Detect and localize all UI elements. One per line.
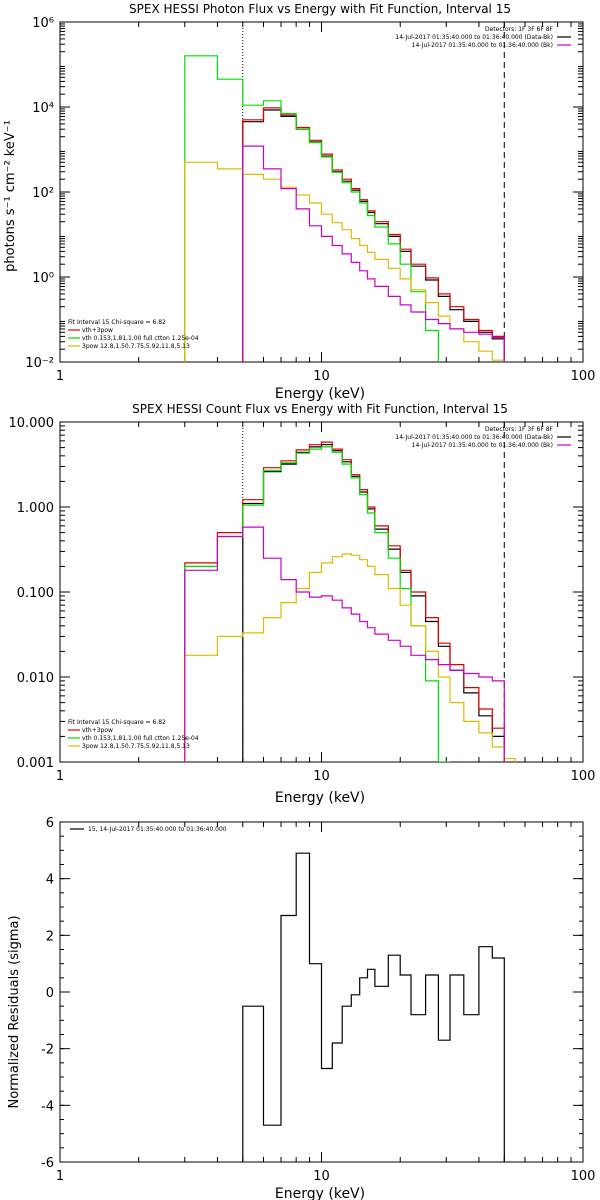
- photon-flux-legend-bottom-label: Fit Interval 15 Chi-square = 6.82: [68, 319, 166, 326]
- count-flux-legend-bottom-label: Fit Interval 15 Chi-square = 6.82: [68, 719, 166, 726]
- photon-flux-y-axis: 10⁻² 10⁰ 10² 10⁴ 10⁶: [25, 16, 583, 371]
- count-flux-x-tick-label: 10: [313, 769, 330, 784]
- count-flux-series-3-line: [184, 553, 516, 762]
- photon-flux-legend-bottom-label: 3pow 12.8,1.50,7.75,5.92,11.8,5.13: [82, 343, 190, 350]
- count-flux-y-tick-label: 1.000: [17, 501, 54, 516]
- photon-flux-title: SPEX HESSI Photon Flux vs Energy with Fi…: [129, 2, 511, 16]
- photon-flux-panel: SPEX HESSI Photon Flux vs Energy with Fi…: [3, 2, 595, 402]
- count-flux-series-1-line: [184, 441, 505, 762]
- photon-flux-legend-top-label: Detectors: 1F 3F 6F 8F: [485, 26, 554, 33]
- count-flux-legend-top-label: 14-Jul-2017 01:35:40.000 to 01:36:40.000…: [412, 442, 553, 449]
- count-flux-legend-bottom-label: vth+3pow: [82, 727, 113, 734]
- photon-flux-series-4-line: [242, 145, 505, 362]
- residuals-y-tick-label: -2: [41, 1043, 54, 1058]
- count-flux-legend-bottom-label: 3pow 12.8,1.50,7.75,5.92,11.8,5.13: [82, 743, 190, 750]
- photon-flux-series-0-line: [242, 109, 505, 362]
- residuals-series-group: [242, 852, 505, 1162]
- photon-flux-x-axis: 1 10 100: [56, 22, 596, 384]
- count-flux-xlabel: Energy (keV): [275, 790, 365, 806]
- count-flux-panel: SPEX HESSI Count Flux vs Energy with Fit…: [9, 402, 596, 806]
- residuals-y-tick-label: -6: [41, 1156, 54, 1171]
- photon-flux-series-group: [184, 55, 505, 362]
- residuals-y-tick-label: 4: [46, 873, 54, 888]
- photon-flux-legend-bottom-label: vth+3pow: [82, 327, 113, 334]
- photon-flux-y-tick-label: 10⁻²: [25, 356, 54, 371]
- residuals-y-axis: -6 -4 -2 0 2 4 6: [41, 816, 583, 1171]
- photon-flux-y-tick-label: 10⁶: [32, 16, 54, 31]
- photon-flux-legend-bottom: Fit Interval 15 Chi-square = 6.82vth+3po…: [68, 319, 199, 350]
- count-flux-y-axis: 0.001 0.010 0.100 1.000 10.000: [9, 416, 583, 771]
- residuals-xlabel: Energy (keV): [275, 1186, 365, 1200]
- photon-flux-x-tick-label: 1: [56, 369, 64, 384]
- count-flux-series-group: [184, 441, 516, 762]
- photon-flux-y-tick-label: 10²: [32, 186, 54, 201]
- residuals-x-tick-label: 100: [571, 1169, 596, 1184]
- photon-flux-series-3-line: [184, 161, 505, 362]
- residuals-y-tick-label: 2: [46, 929, 54, 944]
- photon-flux-y-tick-label: 10⁴: [32, 101, 54, 116]
- photon-flux-series-2-line: [184, 55, 439, 362]
- count-flux-y-tick-label: 10.000: [9, 416, 55, 431]
- photon-flux-legend-top-label: 14-Jul-2017 01:35:40.000 to 01:36:40.000…: [395, 34, 553, 41]
- count-flux-title: SPEX HESSI Count Flux vs Energy with Fit…: [132, 402, 508, 416]
- count-flux-legend-bottom: Fit Interval 15 Chi-square = 6.82vth+3po…: [68, 719, 199, 750]
- photon-flux-xlabel: Energy (keV): [275, 386, 365, 402]
- residuals-y-tick-label: 6: [46, 816, 54, 831]
- residuals-panel: Energy (keV) Normalized Residuals (sigma…: [7, 816, 595, 1200]
- count-flux-legend-bottom-label: vth 0.153,1.81,1.00 full ctton 1.25e-04: [82, 735, 199, 742]
- count-flux-y-tick-label: 0.100: [17, 586, 54, 601]
- residuals-y-tick-label: -4: [41, 1099, 54, 1114]
- count-flux-y-tick-label: 0.010: [17, 671, 54, 686]
- count-flux-x-axis: 1 10 100: [56, 422, 596, 784]
- residuals-legend-top: 15, 14-Jul-2017 01:35:40.000 to 01:36:40…: [70, 826, 227, 833]
- residuals-series-0-line: [242, 852, 505, 1162]
- photon-flux-x-tick-label: 10: [313, 369, 330, 384]
- photon-flux-legend-bottom-label: vth 0.153,1.81,1.00 full ctton 1.25e-04: [82, 335, 199, 342]
- residuals-legend-top-label: 15, 14-Jul-2017 01:35:40.000 to 01:36:40…: [88, 826, 227, 833]
- residuals-x-tick-label: 10: [313, 1169, 330, 1184]
- residuals-x-axis: 1 10 100: [56, 822, 596, 1184]
- residuals-ylabel: Normalized Residuals (sigma): [7, 915, 22, 1108]
- photon-flux-x-tick-label: 100: [571, 369, 596, 384]
- photon-flux-series-1-line: [242, 107, 505, 362]
- photon-flux-legend-top-label: 14-Jul-2017 01:35:40.000 to 01:36:40.000…: [412, 42, 553, 49]
- count-flux-x-tick-label: 100: [571, 769, 596, 784]
- count-flux-x-tick-label: 1: [56, 769, 64, 784]
- photon-flux-ylabel: photons s⁻¹ cm⁻² keV⁻¹: [3, 120, 18, 272]
- residuals-x-tick-label: 1: [56, 1169, 64, 1184]
- count-flux-series-0-line: [242, 444, 505, 762]
- count-flux-series-4-line: [184, 526, 505, 762]
- photon-flux-y-tick-label: 10⁰: [32, 271, 54, 286]
- residuals-y-tick-label: 0: [46, 986, 54, 1001]
- count-flux-legend-top-label: 14-Jul-2017 01:35:40.000 to 01:36:40.000…: [395, 434, 553, 441]
- count-flux-y-tick-label: 0.001: [17, 756, 54, 771]
- count-flux-legend-top-label: Detectors: 1F 3F 6F 8F: [485, 426, 554, 433]
